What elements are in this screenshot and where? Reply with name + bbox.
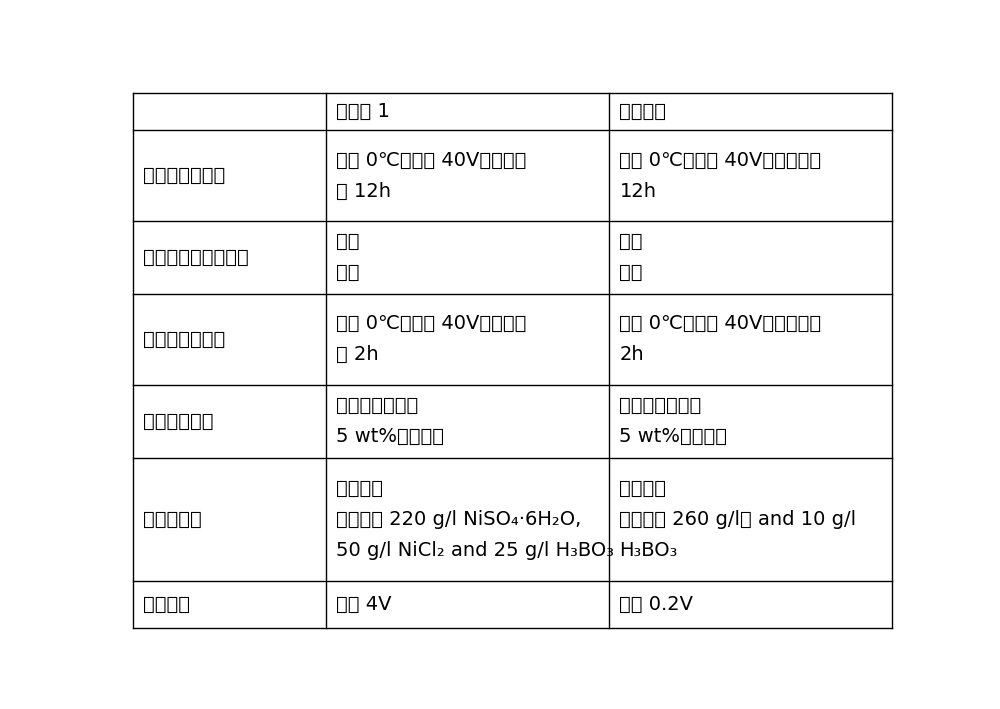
Text: 阳极为镁
电镀液含 260 g/l， and 10 g/l
H₃BO₃: 阳极为镁 电镀液含 260 g/l， and 10 g/l H₃BO₃	[619, 479, 857, 559]
Text: 阳极为镁
电镀液含 220 g/l NiSO₄·6H₂O,
50 g/l NiCl₂ and 25 g/l H₃BO₃: 阳极为镁 电镀液含 220 g/l NiSO₄·6H₂O, 50 g/l NiC…	[336, 479, 614, 559]
Text: 温度 0℃，电压 40V，阳极氧
化 12h: 温度 0℃，电压 40V，阳极氧 化 12h	[336, 150, 527, 201]
Text: 参数控制: 参数控制	[143, 595, 190, 614]
Text: 直流电沉积: 直流电沉积	[143, 510, 202, 529]
Text: 钓酸
磷酸: 钓酸 磷酸	[619, 233, 643, 282]
Text: 钓酸
磷酸: 钓酸 磷酸	[336, 233, 360, 282]
Text: 电压 4V: 电压 4V	[336, 595, 392, 614]
Text: 现有技术: 现有技术	[619, 102, 666, 121]
Text: 温度 0℃，电压 40V，阳极氧化
2h: 温度 0℃，电压 40V，阳极氧化 2h	[619, 314, 822, 364]
Text: 除去残余铝层: 除去残余铝层	[143, 412, 213, 430]
Text: 温度 0℃，电压 40V，阳极氧
化 2h: 温度 0℃，电压 40V，阳极氧 化 2h	[336, 314, 527, 364]
Text: 第一次阳极氧化: 第一次阳极氧化	[143, 166, 225, 185]
Text: 酸性氯化铜溶液
5 wt%磷酸溶液: 酸性氯化铜溶液 5 wt%磷酸溶液	[336, 396, 444, 446]
Text: 第二次阳极氧化: 第二次阳极氧化	[143, 330, 225, 349]
Text: 电压 0.2V: 电压 0.2V	[619, 595, 693, 614]
Text: 酸性氯化铜溶液
5 wt%磷酸溶液: 酸性氯化铜溶液 5 wt%磷酸溶液	[619, 396, 727, 446]
Text: 实施例 1: 实施例 1	[336, 102, 390, 121]
Text: 温度 0℃，电压 40V，阳极氧化
12h: 温度 0℃，电压 40V，阳极氧化 12h	[619, 150, 822, 201]
Text: 第一次除去氧化铝层: 第一次除去氧化铝层	[143, 248, 249, 267]
